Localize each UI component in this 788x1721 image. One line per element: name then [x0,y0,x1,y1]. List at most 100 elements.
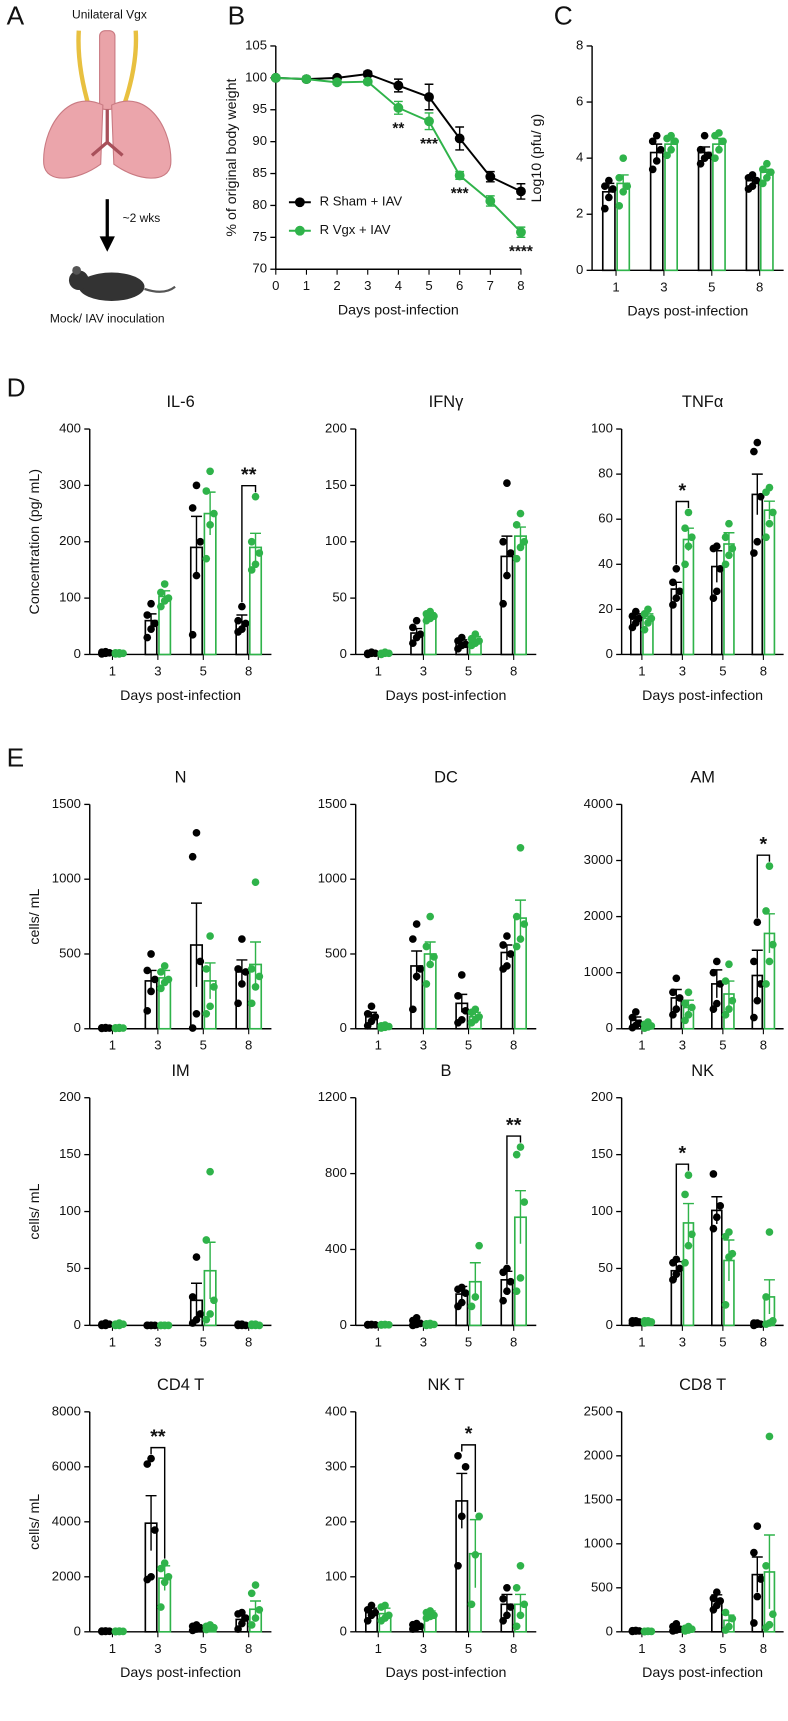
point [712,587,721,596]
illustration-text: Mock/ IAV inoculation [50,312,165,326]
point [520,1600,529,1609]
point [728,544,737,553]
point [765,1432,774,1441]
x-tick-label: 3 [679,1038,686,1053]
point [765,1620,774,1629]
point [160,1321,169,1330]
point [206,1167,214,1176]
y-tick-label: 2 [576,206,583,221]
point [767,168,775,176]
point [759,165,767,174]
point [684,988,693,997]
y-tick-label: 0 [340,646,347,661]
x-tick-label: 5 [465,1641,472,1656]
x-tick-label: 5 [465,1038,472,1053]
point [516,1611,525,1620]
point [381,648,389,657]
point [115,648,124,657]
point [151,975,159,984]
y-tick-label: 2000 [584,1447,613,1462]
point [516,1561,525,1570]
y-tick-label: 1000 [584,964,613,979]
point [147,1572,155,1581]
point [503,962,511,970]
point [681,1016,689,1025]
point [644,1627,652,1635]
point [725,551,733,560]
panel-label: A [7,0,25,30]
x-tick-label: 8 [756,279,763,294]
y-tick-label: 0 [606,1623,613,1638]
x-axis-label: Days post-infection [386,688,507,704]
point [454,133,465,144]
point [367,1002,376,1011]
x-tick-label: 5 [200,1038,207,1053]
point [247,1589,256,1598]
significance-bracket [756,854,771,918]
y-tick-label: 0 [576,262,583,277]
point [234,999,242,1008]
point [192,828,201,837]
bar [745,179,760,272]
y-tick-label: 70 [252,261,267,276]
point [721,1010,730,1019]
y-tick-label: 85 [252,165,267,180]
point [241,1614,250,1622]
point [188,852,197,861]
point [516,509,525,518]
point [684,1622,693,1631]
point [457,1512,466,1521]
x-axis-label: Days post-infection [120,688,241,704]
x-tick-label: 8 [245,1334,252,1349]
x-tick-label: 8 [760,1038,767,1053]
y-tick-label: 500 [325,945,347,960]
point [725,1005,733,1013]
y-tick-label: 1000 [52,871,81,886]
x-tick-label: 1 [375,663,382,678]
point [461,640,470,649]
significance-bracket [506,1135,522,1265]
y-tick-label: 150 [59,1146,81,1161]
point [238,935,246,943]
point [192,481,201,490]
y-tick-label: 1500 [318,796,347,811]
y-tick-label: 0 [340,1317,347,1332]
point [762,1293,770,1301]
y-tick-label: 1500 [584,1491,613,1506]
y-tick-label: 500 [591,1579,613,1594]
y-tick-label: 1500 [52,796,81,811]
point [499,1296,507,1305]
point [241,968,250,976]
point [644,1018,652,1026]
y-tick-label: 4000 [52,1513,81,1528]
chart-title: B [441,1062,452,1080]
point [709,1170,718,1178]
y-tick-label: 100 [591,420,613,435]
y-tick-label: 400 [325,1241,347,1256]
point [725,519,733,528]
x-tick-label: 1 [109,1038,116,1053]
x-tick-label: 3 [420,1038,427,1053]
point [753,1319,762,1327]
x-tick-label: 5 [425,278,432,293]
chart-title: IM [171,1062,189,1080]
point [234,616,242,625]
point [506,950,515,958]
point [247,965,256,973]
point [471,630,480,639]
point [769,940,777,949]
point [647,614,656,623]
point [238,1608,246,1617]
significance-label: ** [150,1426,166,1448]
y-tick-label: 150 [591,1146,613,1161]
x-axis-label: Days post-infection [642,688,763,704]
point [160,580,169,588]
point [371,1608,380,1617]
point [762,1561,770,1570]
point [188,1293,197,1301]
point [367,1320,376,1329]
error-bar [145,1494,157,1551]
point [467,1600,476,1609]
significance-label: ** [241,464,257,486]
x-tick-label: 1 [303,278,310,293]
